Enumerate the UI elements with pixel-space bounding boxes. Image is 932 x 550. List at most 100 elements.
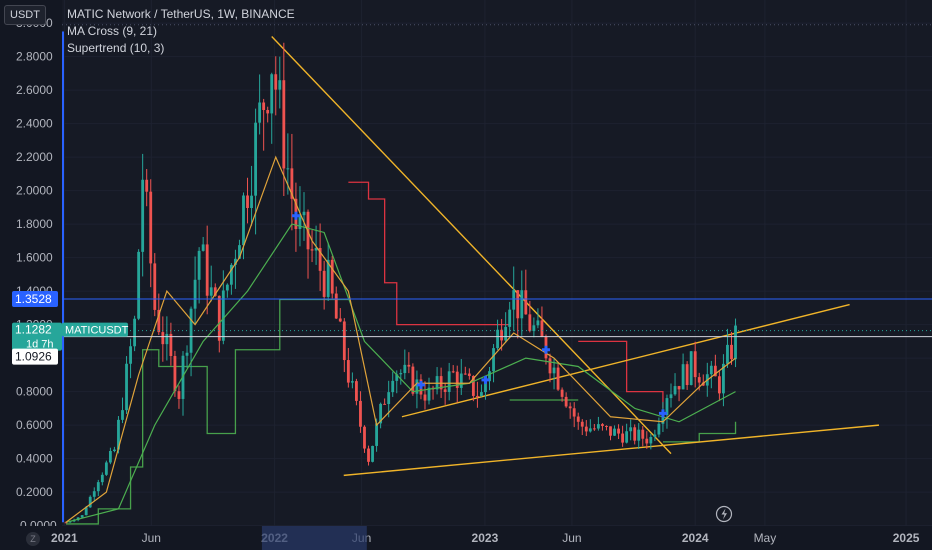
secondary-price-label: 1.0926 [15,350,52,364]
candle-body [234,258,237,265]
candle-body [508,309,512,327]
candle-body [512,290,516,310]
candle-body [201,244,205,251]
candle-body [548,358,552,374]
candle-body [189,308,193,353]
candle-body [290,168,294,199]
candle-body [617,428,620,434]
candle-body [661,414,665,424]
candle-body [480,392,483,397]
candle-body [246,195,249,209]
candle-body [177,391,181,399]
candle-body [492,348,495,372]
secondary-price-bg [12,348,58,365]
candle-body [459,373,463,388]
candle-body [254,122,258,196]
candle-body [355,381,358,401]
candle-body [121,410,124,420]
x-tick-label: Jun [562,531,581,545]
candle-body [173,356,177,392]
ma-cross-marker [481,375,490,384]
candle-body [338,318,342,322]
candle-body [153,263,157,310]
ma-cross-marker [658,409,667,418]
trendline [401,303,850,418]
candle-body [649,437,653,444]
candle-body [471,375,475,396]
candle-body [197,250,201,280]
lightning-icon[interactable] [715,505,733,523]
candle-body [133,318,137,347]
candle-body [609,426,612,436]
candle-body [395,374,399,381]
candle-body [310,249,314,251]
candle-body [359,400,362,427]
supertrend-line [348,181,510,326]
y-tick-label: 0.8000 [16,385,53,399]
indicator-supertrend[interactable]: Supertrend (10, 3) [67,41,165,55]
candle-body [88,496,92,508]
candle-body [342,321,346,361]
candle-body [584,426,588,432]
countdown-label: 1d 7h [26,339,54,351]
candle-body [552,367,556,374]
candle-body [113,449,116,451]
y-tick-label: 2.2000 [16,150,53,164]
candle-body [104,462,108,475]
current-price-box [12,322,62,351]
x-tick-label: Jun [142,531,161,545]
candle-body [463,373,467,375]
candle-body [411,366,415,394]
candle-body [730,344,733,360]
horizontal-price-label: 1.3528 [15,292,52,306]
candle-body [149,191,153,264]
ma-cross-markers-layer [291,211,667,418]
candle-body [572,408,576,417]
candle-body [423,394,427,401]
supertrend-line [578,340,664,409]
candle-body [645,438,649,444]
candle-body [500,329,504,341]
candle-body [242,195,245,246]
candle-body [488,371,491,382]
candle-body [475,395,479,397]
candle-body [592,428,596,430]
x-axis-range-highlight [261,526,367,550]
x-axis[interactable]: 2021Jun2022Jun2023Jun2024May2025 [0,526,932,550]
candle-body [258,102,262,123]
candle-body [717,376,721,394]
candle-body [484,381,487,393]
y-tick-label: 2.6000 [16,83,53,97]
candle-body [209,287,213,296]
x-tick-label: 2025 [893,531,920,545]
candle-body [80,515,84,518]
y-tick-label: 2.8000 [16,50,53,64]
candle-body [685,364,689,386]
candle-body [709,365,713,375]
reset-scale-button[interactable]: Z [26,532,40,546]
candle-body [157,309,161,333]
candle-body [318,248,322,271]
candle-body [568,406,572,409]
candle-body [722,363,725,394]
candle-body [693,351,697,378]
candle-body [625,431,629,443]
indicator-ma-cross[interactable]: MA Cross (9, 21) [67,24,158,38]
candle-body [270,74,274,114]
candle-body [580,421,584,427]
candle-body [697,377,701,383]
supertrend-line [66,298,349,525]
candle-body [238,245,241,259]
candle-body [302,211,306,216]
candle-body [677,386,681,390]
candle-body [653,434,657,438]
candle-body [496,329,499,349]
candle-body [92,491,96,497]
currency-button[interactable]: USDT [4,5,46,25]
ma-cross-marker [541,345,550,354]
candle-body [367,448,370,462]
symbol-tag: MATICUSDT [65,325,129,337]
candle-body [363,426,366,449]
candle-body [165,333,169,345]
